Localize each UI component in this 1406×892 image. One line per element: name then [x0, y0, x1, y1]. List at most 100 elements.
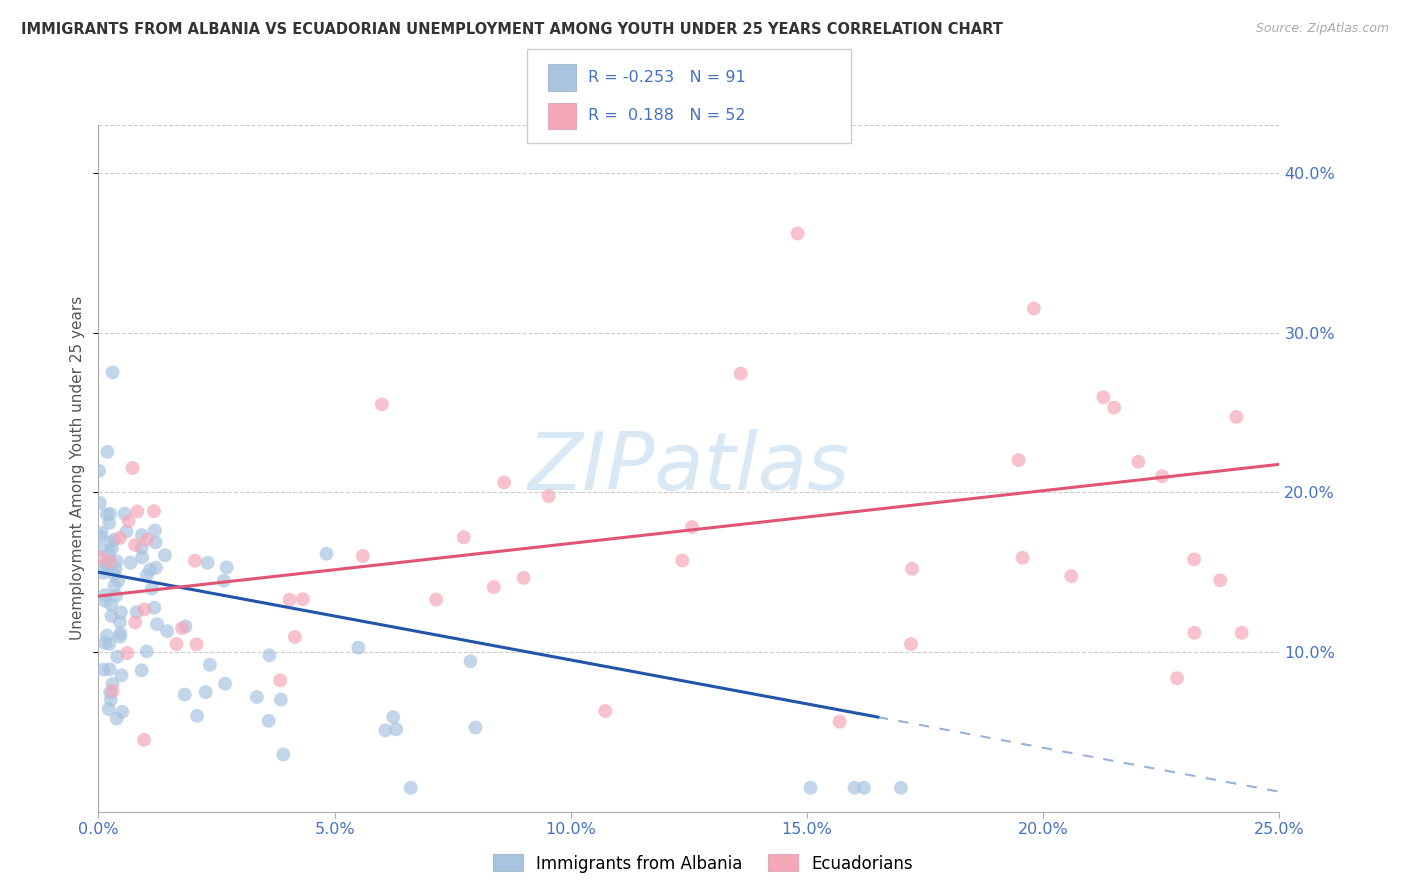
Point — [593, 704, 616, 718]
Point — [110, 668, 132, 682]
Point — [104, 562, 127, 576]
Point — [101, 366, 124, 380]
Point — [197, 556, 219, 570]
Point — [464, 721, 486, 735]
Point — [143, 600, 166, 615]
Point — [94, 636, 117, 650]
Point — [108, 630, 131, 644]
Point — [96, 628, 118, 642]
Text: R =  0.188   N = 52: R = 0.188 N = 52 — [588, 109, 745, 123]
Point — [120, 556, 142, 570]
Point — [271, 747, 294, 762]
Point — [174, 619, 197, 633]
Point — [156, 624, 179, 639]
Point — [460, 654, 482, 668]
Point — [1230, 625, 1253, 640]
Point — [1152, 469, 1174, 483]
Point — [1102, 401, 1125, 415]
Point — [844, 780, 866, 795]
Point — [96, 445, 118, 459]
Point — [89, 529, 111, 543]
Point — [105, 589, 128, 603]
Point — [215, 560, 238, 574]
Point — [170, 621, 193, 635]
Point — [537, 489, 560, 503]
Point — [146, 617, 169, 632]
Point — [135, 568, 157, 582]
Point — [100, 609, 122, 624]
Point — [131, 541, 153, 555]
Point — [93, 663, 115, 677]
Point — [105, 554, 128, 568]
Point — [108, 531, 131, 545]
Point — [901, 562, 924, 576]
Point — [87, 464, 110, 478]
Point — [101, 677, 124, 691]
Point — [1128, 455, 1150, 469]
Text: IMMIGRANTS FROM ALBANIA VS ECUADORIAN UNEMPLOYMENT AMONG YOUTH UNDER 25 YEARS CO: IMMIGRANTS FROM ALBANIA VS ECUADORIAN UN… — [21, 22, 1002, 37]
Point — [374, 723, 396, 738]
Point — [108, 615, 131, 629]
Point — [1092, 390, 1115, 404]
Point — [194, 685, 217, 699]
Point — [212, 574, 235, 588]
Point — [284, 630, 307, 644]
Point — [96, 559, 118, 574]
Point — [153, 548, 176, 562]
Point — [115, 524, 138, 539]
Point — [145, 560, 167, 574]
Point — [121, 461, 143, 475]
Point — [97, 702, 120, 716]
Point — [1011, 550, 1033, 565]
Point — [125, 605, 148, 619]
Point — [186, 637, 208, 651]
Point — [100, 598, 122, 612]
Point — [98, 637, 121, 651]
Point — [166, 637, 188, 651]
Point — [494, 475, 516, 490]
Point — [143, 524, 166, 538]
Point — [900, 637, 922, 651]
Point — [828, 714, 851, 729]
Text: R = -0.253   N = 91: R = -0.253 N = 91 — [588, 70, 745, 85]
Point — [173, 688, 195, 702]
Y-axis label: Unemployment Among Youth under 25 years: Unemployment Among Youth under 25 years — [70, 296, 86, 640]
Point — [246, 690, 269, 704]
Point — [786, 227, 808, 241]
Point — [98, 547, 121, 561]
Point — [1022, 301, 1045, 316]
Point — [134, 602, 156, 616]
Point — [98, 535, 121, 549]
Point — [142, 504, 165, 518]
Point — [1225, 409, 1247, 424]
Point — [1182, 552, 1205, 566]
Point — [131, 528, 153, 542]
Point — [425, 592, 447, 607]
Point — [89, 496, 111, 510]
Point — [186, 708, 208, 723]
Point — [1007, 453, 1029, 467]
Point — [270, 692, 292, 706]
Point — [214, 676, 236, 690]
Point — [482, 580, 505, 594]
Point — [1184, 625, 1206, 640]
Point — [110, 605, 132, 619]
Point — [98, 662, 121, 676]
Point — [1060, 569, 1083, 583]
Point — [94, 588, 117, 602]
Point — [198, 657, 221, 672]
Point — [107, 574, 129, 588]
Point — [115, 646, 138, 660]
Point — [382, 710, 405, 724]
Point — [98, 554, 121, 568]
Point — [371, 397, 394, 411]
Point — [90, 525, 112, 540]
Point — [512, 571, 534, 585]
Point — [110, 626, 132, 640]
Point — [352, 549, 374, 563]
Point — [103, 533, 125, 547]
Point — [103, 567, 125, 582]
Point — [98, 516, 121, 530]
Point — [98, 685, 121, 699]
Point — [681, 520, 703, 534]
